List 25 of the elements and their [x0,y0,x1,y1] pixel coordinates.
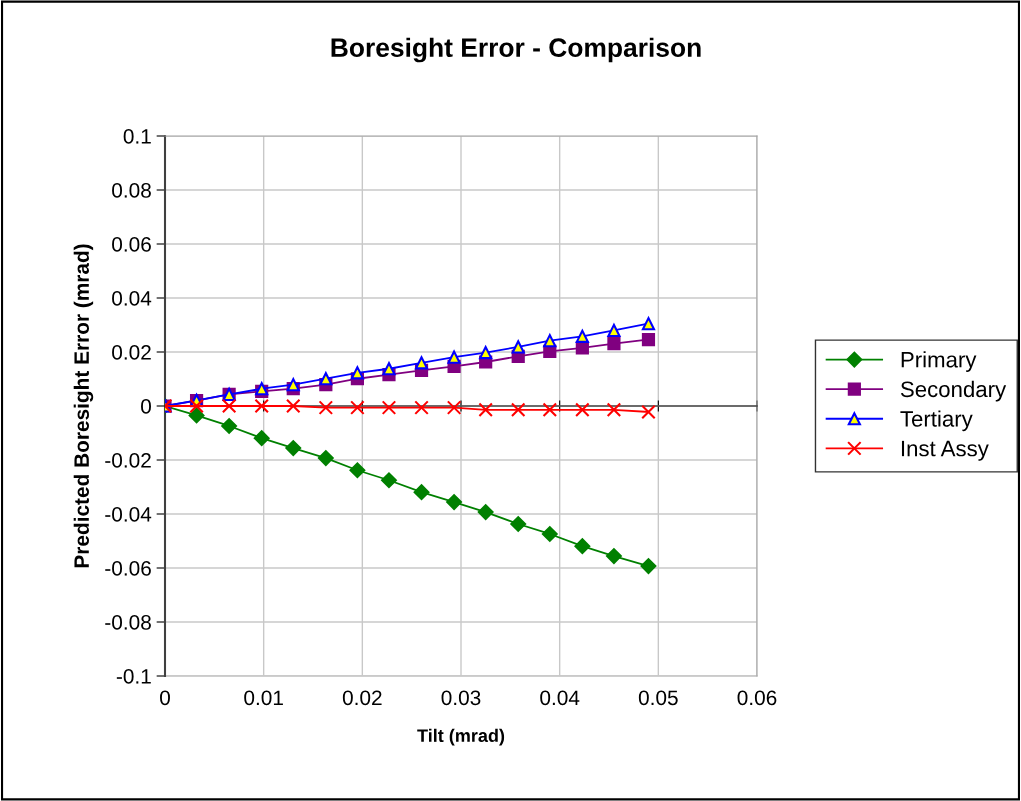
x-tick-label: 0 [160,690,170,706]
y-tick-label: -0.08 [105,615,151,630]
legend-label: Tertiary [900,410,973,432]
x-tick-label: 0.03 [441,690,481,706]
y-tick-label: -0.1 [116,669,151,684]
y-tick-label: 0.1 [123,129,151,144]
y-tick-label: -0.02 [105,453,151,468]
y-tick-label: 0.02 [112,345,151,360]
x-tick-label: 0.01 [244,690,283,706]
x-tick-label: 0.06 [737,690,777,706]
x-tick-label: 0.05 [638,690,678,706]
legend-label: Secondary [900,380,1007,402]
y-axis-title: Predicted Boresight Error (mrad) [73,244,94,568]
y-tick-label: -0.06 [105,561,151,576]
legend-label: Inst Assy [901,440,989,461]
y-tick-label: 0.08 [112,183,151,198]
x-axis-title: Tilt (mrad) [417,728,505,746]
y-tick-label: 0.06 [112,237,151,252]
x-tick-label: 0.02 [342,690,382,706]
y-tick-label: 0.04 [112,291,152,306]
legend-label: Primary [901,351,977,372]
chart-title: Boresight Error - Comparison [331,37,701,63]
x-tick-label: 0.04 [540,690,580,706]
y-tick-label: -0.04 [105,507,152,522]
y-tick-label: 0 [141,399,151,414]
